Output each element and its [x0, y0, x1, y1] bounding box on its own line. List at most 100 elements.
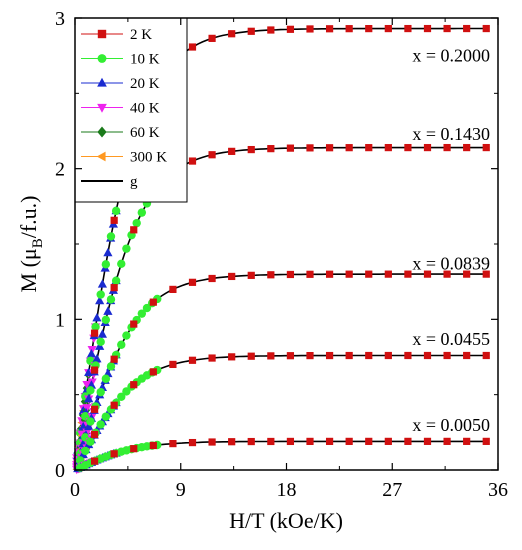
data-point: [86, 437, 95, 446]
data-point: [149, 368, 157, 376]
data-point: [247, 352, 255, 360]
data-point: [286, 25, 295, 33]
series-annotation: x = 0.2000: [412, 46, 490, 66]
data-point: [111, 206, 121, 216]
x-tick-label: 0: [70, 479, 80, 501]
data-point: [306, 25, 314, 33]
data-point: [423, 24, 432, 33]
data-point: [92, 353, 102, 363]
data-point: [130, 226, 138, 234]
data-point: [384, 351, 392, 360]
data-point: [188, 438, 197, 447]
data-point: [286, 352, 295, 360]
data-point: [110, 355, 118, 363]
data-point: [267, 26, 275, 34]
data-point: [149, 298, 157, 306]
data-point: [97, 279, 108, 288]
data-point: [404, 270, 412, 278]
data-point: [345, 351, 353, 360]
data-point: [130, 381, 138, 389]
x-tick-label: 9: [176, 479, 186, 501]
data-point: [111, 276, 121, 285]
data-point: [169, 285, 177, 294]
data-point: [92, 313, 102, 322]
data-point: [384, 437, 392, 445]
data-point: [87, 345, 97, 355]
data-point: [228, 147, 236, 155]
data-point: [482, 437, 490, 445]
legend-marker: [97, 103, 107, 113]
data-point: [325, 270, 334, 278]
data-point: [463, 270, 471, 278]
data-point: [384, 270, 392, 278]
data-point: [306, 437, 314, 445]
data-point: [247, 271, 255, 279]
data-point: [122, 331, 131, 340]
data-point: [463, 351, 471, 360]
data-point: [384, 143, 392, 152]
legend-marker: [97, 77, 107, 87]
data-point: [482, 24, 490, 33]
data-point: [149, 441, 157, 450]
data-point: [228, 272, 236, 281]
data-point: [90, 366, 99, 374]
data-point: [208, 274, 216, 283]
data-point: [404, 143, 412, 152]
x-tick-label: 36: [488, 479, 508, 501]
y-tick-label: 0: [55, 460, 65, 482]
data-point: [188, 43, 197, 51]
data-point: [443, 24, 451, 33]
y-axis-title-sub: B: [30, 238, 46, 248]
data-point: [423, 351, 432, 360]
data-point: [365, 144, 373, 152]
data-point: [267, 352, 275, 360]
data-point: [365, 25, 373, 33]
legend-marker: [97, 54, 107, 63]
legend-label: 20 K: [130, 76, 160, 92]
data-point: [208, 34, 216, 42]
y-axis-title-main: M (μ: [16, 248, 41, 292]
data-point: [110, 216, 118, 224]
data-points: [72, 24, 490, 475]
data-point: [96, 387, 105, 397]
data-point: [423, 437, 432, 445]
data-point: [90, 405, 99, 413]
data-point: [103, 247, 113, 257]
data-point: [482, 143, 490, 152]
data-point: [404, 24, 412, 33]
legend-label: 40 K: [130, 101, 160, 117]
data-point: [345, 270, 353, 278]
data-point: [117, 340, 126, 349]
data-point: [117, 392, 126, 401]
data-point: [86, 386, 95, 395]
data-point: [101, 260, 111, 269]
data-point: [443, 143, 451, 152]
data-point: [345, 144, 353, 152]
x-tick-label: 27: [382, 479, 402, 501]
data-point: [101, 374, 111, 383]
data-point: [122, 244, 131, 253]
data-point: [90, 430, 99, 439]
data-point: [96, 420, 105, 429]
data-point: [91, 322, 100, 331]
data-point: [132, 218, 141, 228]
data-point: [84, 421, 94, 431]
data-point: [365, 270, 373, 278]
data-point: [188, 278, 197, 286]
data-point: [106, 295, 116, 304]
legend-marker: [97, 126, 107, 138]
data-point: [325, 144, 334, 152]
legend-items: 2 K 10 K 20 K 40 K 60 K 300 K g: [81, 27, 167, 190]
fit-curve: [74, 354, 487, 471]
data-point: [443, 351, 451, 360]
y-tick-label: 1: [55, 309, 65, 331]
data-point: [188, 157, 197, 165]
x-tick-label: 18: [277, 479, 297, 501]
data-point: [97, 329, 108, 338]
data-point: [345, 437, 353, 445]
data-point: [463, 437, 471, 445]
series-annotation: x = 0.0839: [412, 254, 490, 274]
data-point: [110, 284, 118, 292]
legend: [74, 17, 188, 203]
